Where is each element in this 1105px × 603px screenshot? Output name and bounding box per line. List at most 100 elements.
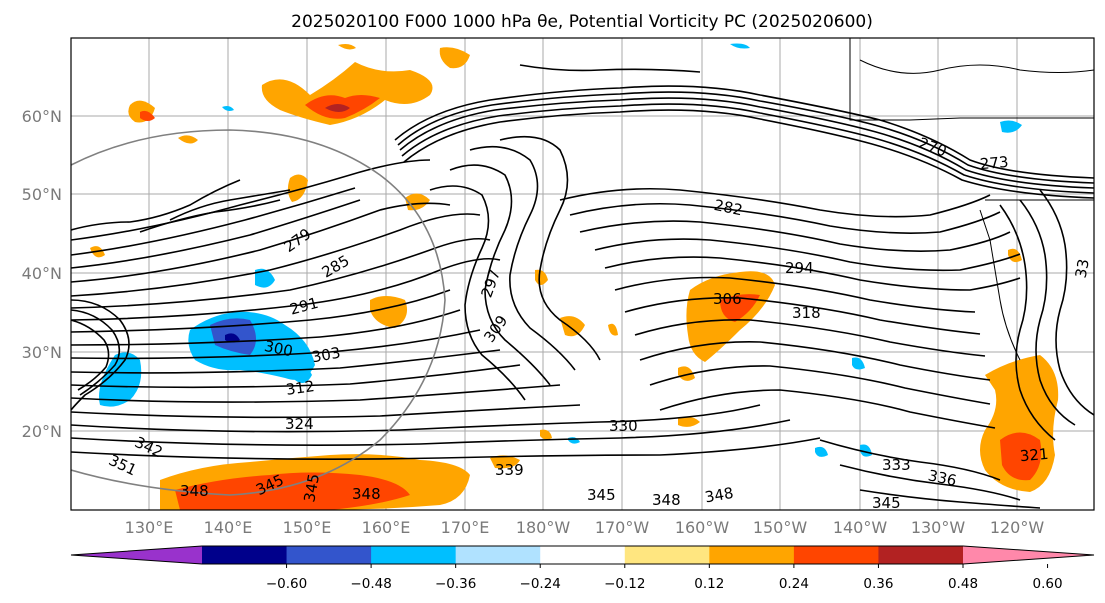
colorbar-segment [793, 546, 879, 564]
pv-positive-core [720, 294, 760, 322]
contour-label: 348 [352, 485, 381, 503]
colorbar-tick-label: −0.60 [266, 576, 307, 592]
contour-label: 345 [872, 494, 901, 512]
longitude-label: 170°E [441, 518, 490, 537]
contour-label: 33 [1072, 258, 1093, 280]
pv-positive-area [678, 416, 700, 427]
longitude-label: 160°W [675, 518, 730, 537]
colorbar-segment [624, 546, 710, 564]
colorbar-segment [202, 546, 288, 564]
colorbar-tick-label: −0.36 [435, 576, 476, 592]
pv-negative-area [815, 446, 828, 457]
colorbar-outline [70, 545, 1095, 565]
colorbar-extend-min [71, 546, 202, 564]
longitude-label: 170°W [595, 518, 650, 537]
pv-positive-area [560, 316, 585, 337]
colorbar-tick-label: 0.60 [1033, 576, 1063, 592]
colorbar: −0.60 −0.48 −0.36 −0.24 −0.12 0.12 0.24 0.36 0.4… [70, 545, 1095, 592]
domain-circle [71, 129, 446, 496]
contour-labels: 279 285 291 300 303 312 324 342 351 348 … [106, 134, 1093, 512]
pv-positive-area [370, 296, 408, 328]
pv-positive-core [325, 104, 350, 112]
longitude-label: 150°W [753, 518, 808, 537]
pv-positive-area [178, 135, 198, 144]
contour-label: 282 [712, 196, 744, 220]
pv-negative-area [99, 352, 142, 407]
pv-shading [90, 44, 1059, 510]
latitude-label: 60°N [22, 107, 62, 126]
pv-negative-area [1000, 120, 1022, 133]
colorbar-tick-label: 0.12 [694, 576, 724, 592]
pv-positive-area [608, 323, 618, 336]
longitude-label: 140°E [204, 518, 253, 537]
contour-label: 348 [180, 482, 209, 500]
colorbar-segment [286, 546, 372, 564]
pv-negative-area [730, 43, 750, 49]
pv-positive-area [287, 174, 308, 202]
colorbar-segment [455, 546, 541, 564]
latitude-labels: 60°N 50°N 40°N 30°N 20°N [22, 107, 62, 441]
longitude-label: 160°E [362, 518, 411, 537]
latitude-label: 50°N [22, 185, 62, 204]
contour-label: 348 [703, 484, 734, 507]
longitude-label: 120°W [990, 518, 1045, 537]
contour-label: 303 [310, 344, 341, 367]
colorbar-segment [709, 546, 795, 564]
contour-label: 345 [587, 486, 616, 504]
colorbar-tick-label: 0.48 [948, 576, 978, 592]
longitude-label: 130°E [125, 518, 174, 537]
pv-negative-area [255, 268, 275, 288]
contour-label: 294 [785, 259, 814, 277]
coastlines [849, 38, 1094, 361]
contour-label: 312 [285, 377, 316, 399]
latitude-label: 30°N [22, 343, 62, 362]
longitude-label: 150°E [283, 518, 332, 537]
colorbar-segment [371, 546, 457, 564]
pv-positive-area [535, 269, 548, 285]
map-frame [70, 37, 1095, 511]
colorbar-tick-label: 0.24 [779, 576, 809, 592]
pv-positive-area [261, 62, 433, 125]
pv-positive-core [175, 472, 410, 510]
colorbar-tick-label: −0.48 [350, 576, 391, 592]
pv-positive-area [678, 366, 695, 381]
contour-label: 324 [285, 415, 314, 433]
longitude-label: 180°W [516, 518, 571, 537]
contour-label: 306 [713, 290, 742, 308]
latitude-label: 40°N [22, 264, 62, 283]
pv-negative-area [222, 106, 234, 111]
colorbar-segment [540, 546, 626, 564]
pv-positive-area [439, 47, 470, 69]
pv-negative-shading [99, 43, 1022, 457]
pv-negative-area [860, 444, 872, 457]
theta-e-contours [71, 64, 1094, 509]
colorbar-segment [878, 546, 964, 564]
longitude-labels: 130°E 140°E 150°E 160°E 170°E 180°W 170°W 160°W… [125, 518, 1045, 537]
colorbar-tick-label: −0.24 [520, 576, 561, 592]
pv-negative-area [852, 357, 865, 370]
colorbar-tick-label: 0.36 [863, 576, 893, 592]
pv-negative-area [290, 363, 312, 384]
contour-label: 300 [263, 337, 295, 361]
contour-label: 348 [652, 491, 681, 509]
pv-positive-area [490, 455, 520, 469]
contour-label: 321 [1019, 445, 1049, 465]
contour-label: 318 [792, 304, 821, 322]
pv-positive-area [540, 429, 552, 440]
longitude-label: 140°W [833, 518, 888, 537]
colorbar-extend-max [963, 546, 1094, 564]
colorbar-tick-label: −0.12 [604, 576, 645, 592]
pv-positive-core [1000, 432, 1042, 481]
map-title: 2025020100 F000 1000 hPa θe, Potential V… [291, 12, 873, 32]
pv-positive-area [140, 110, 155, 121]
pv-positive-area [338, 44, 356, 50]
map-panel: 279 285 291 300 303 312 324 342 351 348 … [70, 37, 1095, 512]
contour-label: 333 [882, 456, 911, 474]
contour-label: 336 [926, 466, 958, 490]
longitude-label: 130°W [911, 518, 966, 537]
contour-label: 339 [495, 461, 524, 479]
contour-label: 330 [609, 417, 638, 435]
pv-negative-area [225, 333, 240, 343]
latitude-label: 20°N [22, 422, 62, 441]
